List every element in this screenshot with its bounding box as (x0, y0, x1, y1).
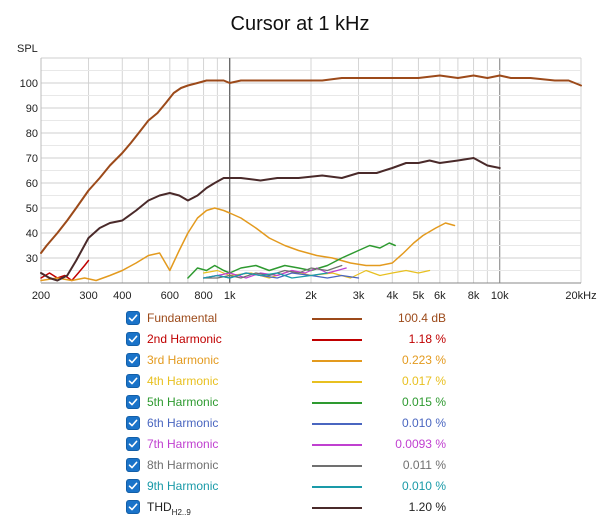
legend-swatch (312, 381, 362, 383)
legend-value: 1.18 % (408, 332, 446, 346)
legend-label: THDH2..9 (147, 500, 191, 517)
legend-swatch (312, 423, 362, 425)
legend-swatch (312, 444, 362, 446)
series-fundamental (40, 74, 582, 254)
legend-checkbox-7th-harmonic[interactable] (126, 437, 140, 451)
legend-checkbox-4th-harmonic[interactable] (126, 374, 140, 388)
series-5th-harmonic (187, 242, 396, 279)
legend-label: 8th Harmonic (147, 458, 219, 472)
legend-checkbox-2nd-harmonic[interactable] (126, 332, 140, 346)
legend-item-7th-harmonic: 7th Harmonic 0.0093 % (126, 435, 586, 456)
checkmark-icon (128, 335, 138, 343)
legend-item-thd: THDH2..9 1.20 % (126, 498, 586, 519)
legend-value: 0.015 % (401, 395, 446, 409)
legend-checkbox-8th-harmonic[interactable] (126, 458, 140, 472)
y-tick-label: 70 (26, 153, 38, 165)
legend-label: 2nd Harmonic (147, 332, 222, 346)
x-tick-label: 800 (194, 290, 212, 300)
legend-swatch (312, 465, 362, 467)
legend-checkbox-5th-harmonic[interactable] (126, 395, 140, 409)
series-3rd-harmonic (40, 207, 456, 282)
legend: Fundamental 100.4 dB 2nd Harmonic 1.18 % 3rd… (126, 309, 586, 519)
y-tick-label: 40 (26, 228, 38, 240)
legend-item-fundamental: Fundamental 100.4 dB (126, 309, 586, 330)
series-7th-harmonic (203, 267, 347, 279)
legend-checkbox-6th-harmonic[interactable] (126, 416, 140, 430)
legend-swatch (312, 339, 362, 341)
legend-value: 0.010 % (401, 416, 446, 430)
legend-label: 5th Harmonic (147, 395, 219, 409)
legend-checkbox-thd[interactable] (126, 500, 140, 514)
y-tick-label: 60 (26, 178, 38, 190)
y-tick-label: 50 (26, 203, 38, 215)
checkmark-icon (128, 503, 138, 511)
x-tick-label: 3k (353, 290, 365, 300)
checkmark-icon (128, 419, 138, 427)
checkmark-icon (128, 440, 138, 448)
x-tick-label: 10k (491, 290, 509, 300)
legend-item-6th-harmonic: 6th Harmonic 0.010 % (126, 414, 586, 435)
checkmark-icon (128, 398, 138, 406)
checkmark-icon (128, 314, 138, 322)
legend-label: 9th Harmonic (147, 479, 219, 493)
legend-value: 0.011 % (402, 458, 446, 472)
legend-item-4th-harmonic: 4th Harmonic 0.017 % (126, 372, 586, 393)
x-tick-label: 20kHz (565, 290, 596, 300)
legend-label: 4th Harmonic (147, 374, 219, 388)
checkmark-icon (128, 461, 138, 469)
legend-swatch (312, 318, 362, 320)
legend-value: 0.223 % (401, 353, 446, 367)
x-tick-label: 300 (79, 290, 97, 300)
checkmark-icon (128, 482, 138, 490)
chart-title: Cursor at 1 kHz (231, 13, 370, 35)
x-tick-label: 600 (161, 290, 179, 300)
y-axis-label: SPL (17, 43, 38, 55)
y-tick-label: 90 (26, 103, 38, 115)
x-tick-label: 4k (386, 290, 398, 300)
legend-item-9th-harmonic: 9th Harmonic 0.010 % (126, 477, 586, 498)
x-tick-label: 5k (413, 290, 425, 300)
series-9th-harmonic (203, 272, 328, 279)
legend-checkbox-9th-harmonic[interactable] (126, 479, 140, 493)
legend-item-3rd-harmonic: 3rd Harmonic 0.223 % (126, 351, 586, 372)
legend-item-8th-harmonic: 8th Harmonic 0.011 % (126, 456, 586, 477)
series-2nd-harmonic (40, 259, 90, 282)
legend-swatch (312, 402, 362, 404)
legend-checkbox-fundamental[interactable] (126, 311, 140, 325)
legend-swatch (312, 507, 362, 509)
x-tick-label: 8k (468, 290, 480, 300)
y-tick-label: 80 (26, 128, 38, 140)
legend-label: 7th Harmonic (147, 437, 219, 451)
legend-label: 3rd Harmonic (147, 353, 220, 367)
x-tick-label: 200 (32, 290, 50, 300)
x-tick-label: 1k (224, 290, 236, 300)
legend-label: 6th Harmonic (147, 416, 219, 430)
x-tick-label: 2k (305, 290, 317, 300)
legend-checkbox-3rd-harmonic[interactable] (126, 353, 140, 367)
x-tick-label: 6k (434, 290, 446, 300)
legend-swatch (312, 486, 362, 488)
plot-area[interactable] (40, 74, 582, 282)
legend-item-2nd-harmonic: 2nd Harmonic 1.18 % (126, 330, 586, 351)
legend-value: 100.4 dB (397, 311, 446, 325)
legend-label: Fundamental (147, 311, 218, 325)
y-tick-label: 100 (20, 78, 38, 90)
checkmark-icon (128, 377, 138, 385)
legend-value: 0.017 % (401, 374, 446, 388)
legend-swatch (312, 360, 362, 362)
grid (40, 57, 582, 284)
series-8th-harmonic (203, 264, 343, 279)
checkmark-icon (128, 356, 138, 364)
legend-value: 0.010 % (401, 479, 446, 493)
series-thd (40, 157, 501, 282)
legend-value: 1.20 % (408, 500, 446, 514)
y-tick-label: 30 (26, 253, 38, 265)
legend-value: 0.0093 % (395, 437, 446, 451)
legend-item-5th-harmonic: 5th Harmonic 0.015 % (126, 393, 586, 414)
x-tick-label: 400 (113, 290, 131, 300)
axis-ticks: 200 300 400 600 800 1k 2k 3k 4k 5k 6k 8k 10k 20kHz 30 4… (20, 78, 597, 300)
frequency-response-chart: Cursor at 1 kHz SPL 200 300 400 600 800 1k 2k 3… (17, 13, 597, 300)
